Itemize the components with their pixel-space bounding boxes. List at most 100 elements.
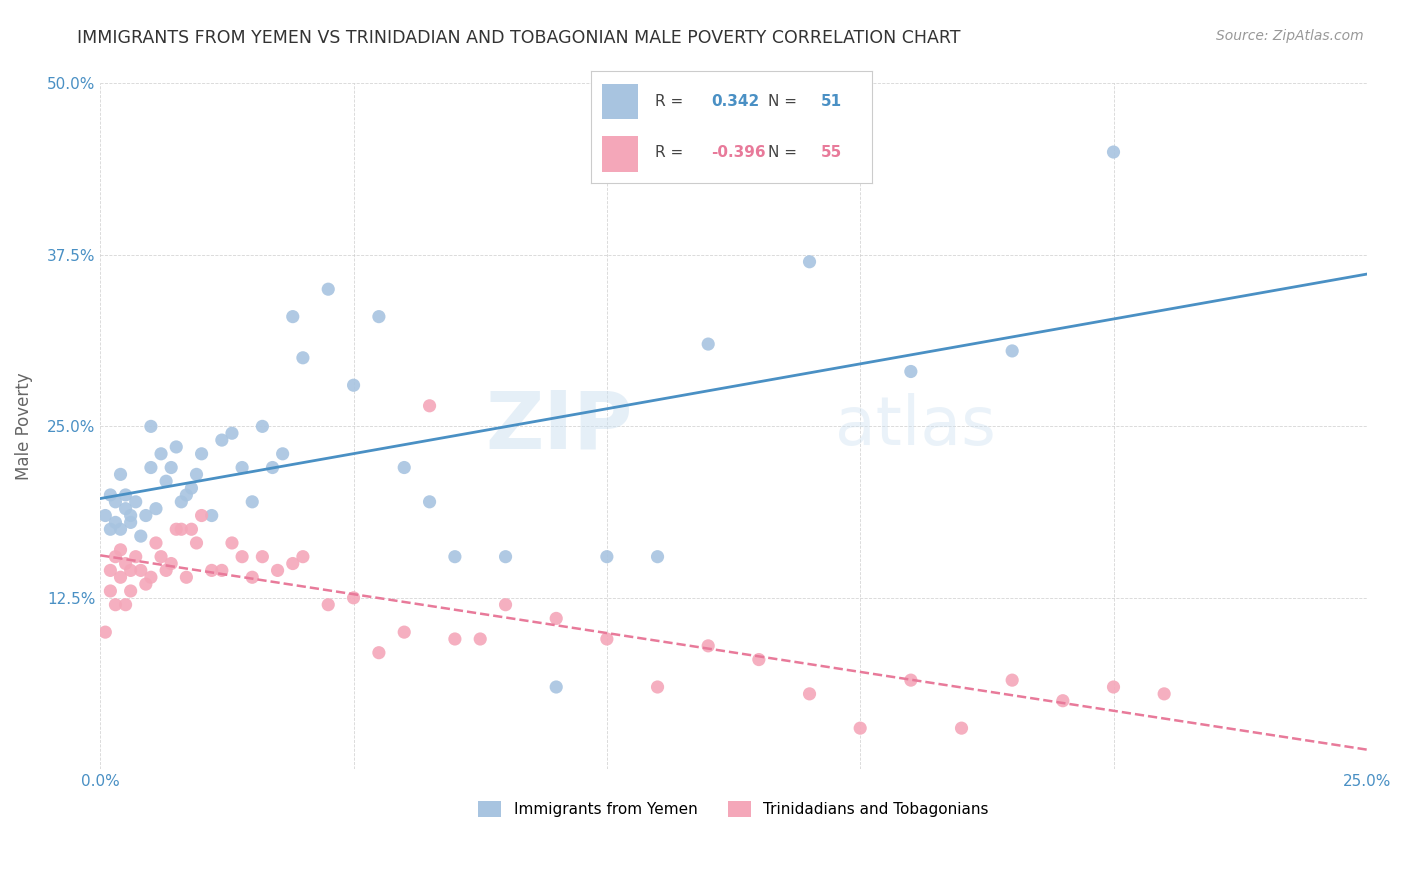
Point [596, 632, 619, 646]
Point [1001, 673, 1024, 687]
Point [799, 687, 821, 701]
Point [419, 399, 441, 413]
Point [252, 419, 274, 434]
Point [145, 536, 167, 550]
FancyBboxPatch shape [602, 84, 638, 120]
Point [1052, 694, 1074, 708]
Point [799, 254, 821, 268]
Point [125, 549, 148, 564]
Text: IMMIGRANTS FROM YEMEN VS TRINIDADIAN AND TOBAGONIAN MALE POVERTY CORRELATION CHA: IMMIGRANTS FROM YEMEN VS TRINIDADIAN AND… [77, 29, 960, 46]
Point [100, 584, 122, 599]
Point [849, 721, 872, 735]
Point [165, 522, 187, 536]
Point [110, 542, 132, 557]
Point [135, 577, 157, 591]
Point [114, 557, 136, 571]
Point [1153, 687, 1175, 701]
Point [139, 570, 162, 584]
Point [495, 549, 517, 564]
Point [104, 495, 127, 509]
Text: -0.396: -0.396 [711, 145, 766, 161]
Point [114, 488, 136, 502]
Point [104, 516, 127, 530]
Point [262, 460, 284, 475]
Point [392, 625, 415, 640]
Point [367, 646, 389, 660]
Point [160, 460, 183, 475]
Point [252, 549, 274, 564]
Point [211, 563, 233, 577]
Point [186, 467, 208, 482]
Point [647, 549, 669, 564]
Point [180, 522, 202, 536]
Point [316, 598, 339, 612]
Point [367, 310, 389, 324]
Text: R =: R = [655, 94, 689, 109]
Point [748, 652, 770, 666]
Point [139, 460, 162, 475]
Point [170, 522, 193, 536]
Text: N =: N = [768, 145, 801, 161]
Point [139, 419, 162, 434]
Point [120, 584, 142, 599]
Point [114, 598, 136, 612]
Point [950, 721, 973, 735]
Point [470, 632, 492, 646]
Legend: Immigrants from Yemen, Trinidadians and Tobagonians: Immigrants from Yemen, Trinidadians and … [472, 795, 994, 823]
Point [190, 447, 212, 461]
Point [104, 549, 127, 564]
Point [291, 351, 314, 365]
Point [150, 447, 173, 461]
Point [211, 433, 233, 447]
Point [120, 563, 142, 577]
Point [176, 570, 198, 584]
Point [1102, 680, 1125, 694]
Point [392, 460, 415, 475]
Point [176, 488, 198, 502]
Point [342, 378, 364, 392]
Y-axis label: Male Poverty: Male Poverty [15, 373, 32, 480]
Point [231, 549, 253, 564]
Point [190, 508, 212, 523]
Point [100, 563, 122, 577]
Point [495, 598, 517, 612]
Point [221, 426, 243, 441]
Text: 55: 55 [821, 145, 842, 161]
Point [160, 557, 183, 571]
Point [281, 310, 304, 324]
Point [180, 481, 202, 495]
Point [596, 549, 619, 564]
Point [291, 549, 314, 564]
Point [900, 364, 922, 378]
Point [697, 337, 720, 351]
Text: Source: ZipAtlas.com: Source: ZipAtlas.com [1216, 29, 1364, 43]
Text: R =: R = [655, 145, 689, 161]
Point [342, 591, 364, 605]
Point [129, 529, 152, 543]
Point [135, 508, 157, 523]
Point [125, 495, 148, 509]
Point [94, 508, 117, 523]
Text: atlas: atlas [835, 393, 995, 459]
FancyBboxPatch shape [602, 136, 638, 171]
Point [231, 460, 253, 475]
Point [150, 549, 173, 564]
Point [240, 495, 263, 509]
Point [94, 625, 117, 640]
Point [110, 467, 132, 482]
Point [145, 501, 167, 516]
Point [266, 563, 288, 577]
Point [221, 536, 243, 550]
Text: 0.342: 0.342 [711, 94, 759, 109]
Point [900, 673, 922, 687]
Point [120, 516, 142, 530]
Point [170, 495, 193, 509]
Point [240, 570, 263, 584]
Point [271, 447, 294, 461]
Point [129, 563, 152, 577]
Point [444, 549, 467, 564]
Point [444, 632, 467, 646]
Point [155, 475, 177, 489]
Point [155, 563, 177, 577]
Point [186, 536, 208, 550]
